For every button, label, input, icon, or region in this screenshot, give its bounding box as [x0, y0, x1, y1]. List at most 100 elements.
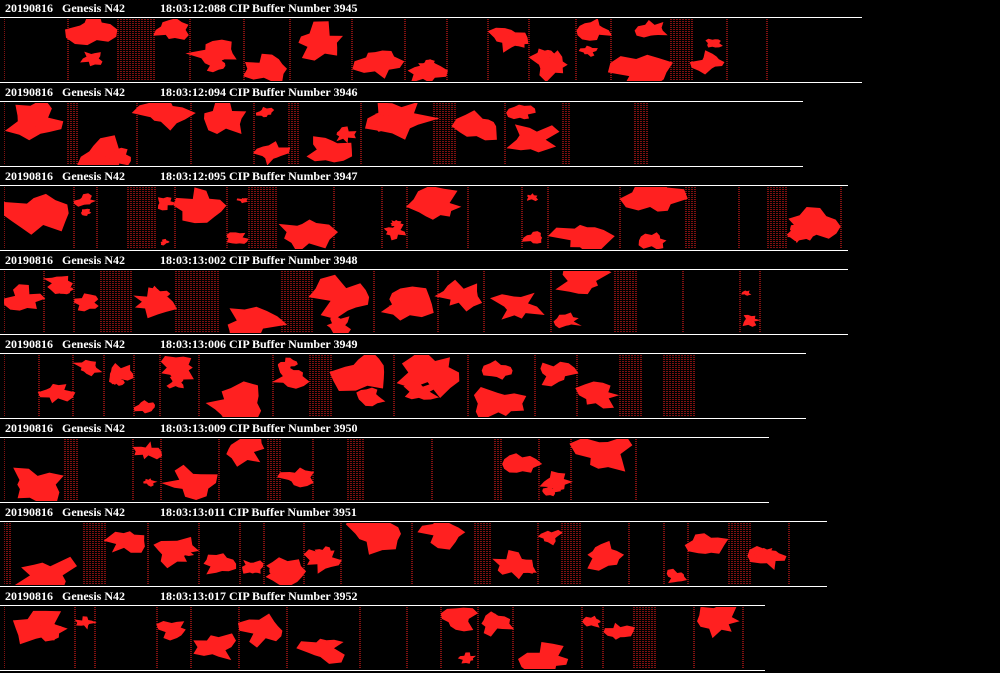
particle-blob — [193, 633, 236, 661]
particle-blob — [237, 613, 283, 648]
particle-blob — [555, 271, 612, 295]
particle-image — [4, 103, 648, 165]
particle-fragment — [314, 546, 331, 558]
strip-probe: Genesis N42 — [62, 85, 125, 99]
particle-blob — [575, 381, 620, 409]
particle-fragment — [510, 558, 536, 574]
strip-date: 20190816 — [5, 421, 53, 435]
particle-blob — [37, 383, 76, 404]
strip-time-label: 18:03:12:095 CIP Buffer Number 3947 — [160, 169, 358, 183]
particle-fragment — [506, 104, 536, 120]
particle-blob — [103, 531, 145, 553]
particle-blob — [226, 232, 249, 244]
particle-blob — [306, 136, 353, 163]
particle-image-frame — [4, 355, 706, 417]
particle-fragment — [277, 357, 298, 370]
particle-blob — [538, 529, 563, 546]
particle-fragment — [147, 285, 171, 302]
particle-blob — [490, 292, 545, 320]
particle-image — [4, 19, 768, 81]
strip-probe: Genesis N42 — [62, 253, 125, 267]
particle-fragment — [418, 59, 435, 73]
strip-header: 20190816 Genesis N42 18:03:13:017 CIP Buff… — [5, 589, 358, 603]
particle-blob — [417, 523, 466, 550]
strip-date: 20190816 — [5, 85, 53, 99]
particle-blob — [132, 441, 163, 460]
particle-blob — [329, 355, 385, 391]
particle-fragment — [336, 126, 357, 144]
strip-top-rule — [0, 437, 769, 438]
particle-blob — [4, 284, 46, 311]
particle-fragment — [481, 360, 513, 380]
particle-image-frame — [4, 271, 769, 333]
particle-blob — [72, 359, 103, 377]
strip-bottom-rule — [0, 82, 862, 83]
particle-blob — [502, 453, 543, 473]
strip-date: 20190816 — [5, 169, 53, 183]
image-strip-3948: 20190816 Genesis N42 18:03:13:002 CIP Buff… — [0, 252, 1000, 336]
particle-fragment — [638, 232, 667, 249]
particle-fragment — [526, 193, 539, 202]
particle-fragment — [326, 315, 351, 333]
strip-bottom-rule — [0, 334, 848, 335]
strip-top-rule — [0, 353, 806, 354]
strip-probe: Genesis N42 — [62, 337, 125, 351]
image-strip-3951: 20190816 Genesis N42 18:03:13:011 CIP Buff… — [0, 504, 1000, 588]
particle-blob — [153, 19, 189, 40]
particle-image-frame — [4, 439, 686, 501]
strip-header: 20190816 Genesis N42 18:03:13:006 CIP Buff… — [5, 337, 358, 351]
particle-blob — [173, 187, 227, 224]
particle-blob — [204, 103, 247, 134]
strip-date: 20190816 — [5, 505, 53, 519]
particle-blob — [308, 274, 370, 319]
strip-header: 20190816 Genesis N42 18:03:13:009 CIP Buff… — [5, 421, 358, 435]
strip-time-label: 18:03:13:009 CIP Buffer Number 3950 — [160, 421, 358, 435]
particle-blob — [547, 224, 615, 249]
particle-image — [4, 355, 695, 417]
particle-fragment — [457, 652, 477, 664]
particle-blob — [406, 187, 462, 220]
particle-blob — [352, 50, 405, 79]
strip-bottom-rule — [0, 250, 848, 251]
particle-fragment — [484, 613, 500, 625]
particle-blob — [684, 533, 729, 554]
strip-time-label: 18:03:13:002 CIP Buffer Number 3948 — [160, 253, 358, 267]
particle-fragment — [390, 220, 402, 227]
strip-probe: Genesis N42 — [62, 421, 125, 435]
particle-blob — [506, 124, 560, 153]
particle-blob — [205, 381, 262, 417]
particle-blob — [619, 187, 688, 212]
particle-blob — [277, 467, 315, 488]
particle-blob — [518, 642, 569, 669]
particle-blob — [569, 439, 633, 472]
strip-time-label: 18:03:13:011 CIP Buffer Number 3951 — [160, 505, 357, 519]
strip-probe: Genesis N42 — [62, 589, 125, 603]
particle-fragment — [403, 380, 440, 400]
particle-fragment — [542, 485, 562, 497]
particle-fragment — [255, 106, 275, 118]
particle-blob — [540, 361, 579, 387]
particle-blob — [697, 607, 740, 639]
particle-blob — [271, 365, 310, 389]
strip-bottom-rule — [0, 418, 806, 419]
particle-image-frame — [4, 523, 827, 585]
particle-image — [4, 523, 790, 585]
particle-fragment — [388, 296, 416, 314]
particle-image-frame — [4, 19, 804, 81]
particle-blob — [13, 467, 64, 501]
particle-fragment — [143, 478, 158, 487]
strip-probe: Genesis N42 — [62, 505, 125, 519]
particle-fragment — [248, 566, 261, 574]
particle-fragment — [206, 54, 226, 73]
particle-blob — [296, 638, 345, 664]
particle-blob — [243, 53, 287, 81]
strip-top-rule — [0, 101, 803, 102]
particle-image — [4, 271, 761, 333]
particle-blob — [451, 110, 497, 141]
particle-blob — [345, 523, 401, 555]
particle-fragment — [110, 376, 125, 386]
strip-time-label: 18:03:12:094 CIP Buffer Number 3946 — [160, 85, 358, 99]
particle-fragment — [19, 106, 49, 127]
particle-blob — [74, 616, 97, 630]
particle-blob — [434, 279, 483, 312]
